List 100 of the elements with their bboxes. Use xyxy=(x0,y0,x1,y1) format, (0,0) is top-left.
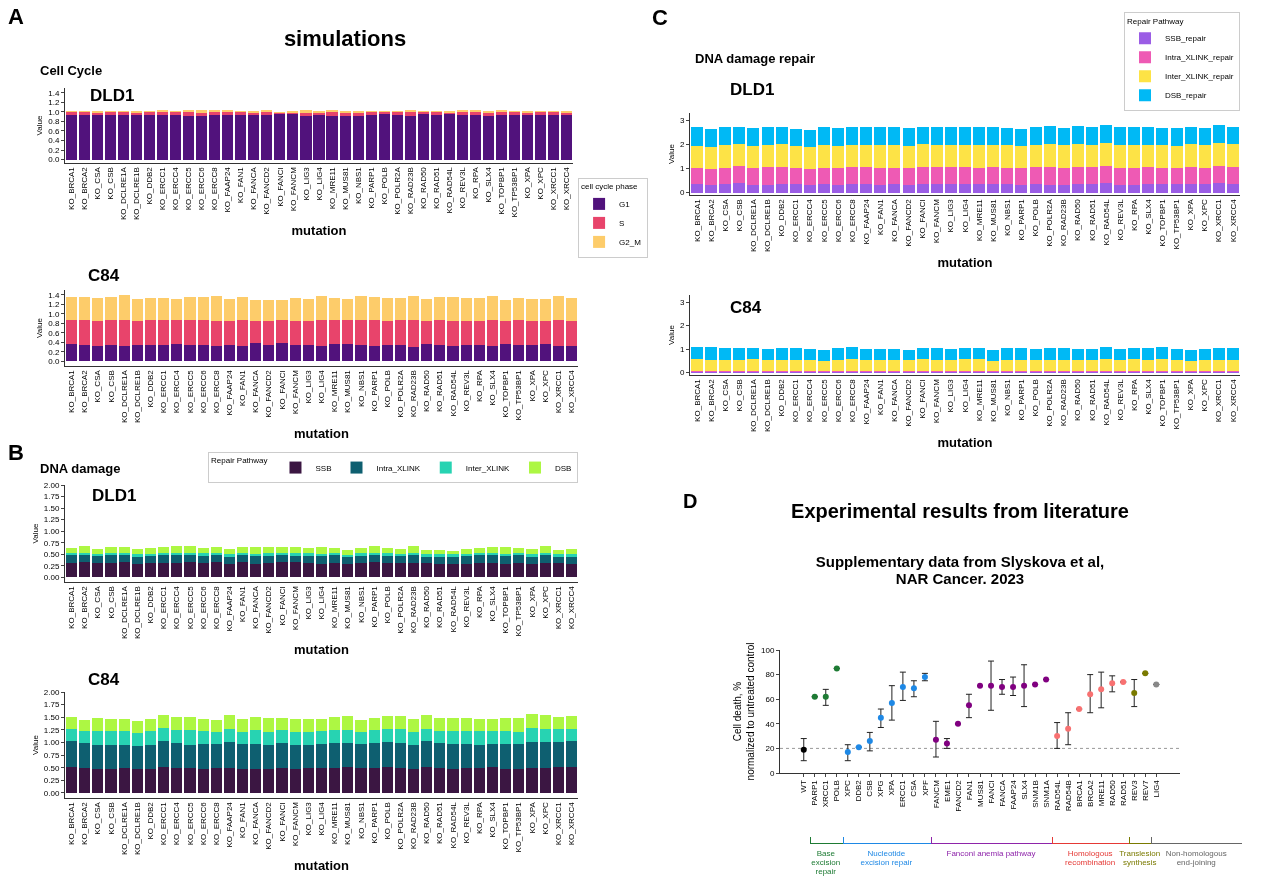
bar xyxy=(434,554,446,558)
bar xyxy=(184,344,196,362)
bar xyxy=(315,320,328,347)
y-tick-label: 1 xyxy=(679,164,685,174)
x-tick-label: KO_XRCC1 xyxy=(1214,198,1224,243)
bar xyxy=(105,115,117,160)
bar xyxy=(473,562,485,578)
bar xyxy=(144,115,156,160)
x-axis-title: mutation xyxy=(937,434,993,450)
bar xyxy=(973,127,986,146)
bar xyxy=(1156,128,1169,146)
bar xyxy=(500,769,512,793)
bar xyxy=(1100,143,1113,167)
x-tick-label: KO_DCLRE1A xyxy=(119,369,129,424)
x-tick-label: KO_RAD50 xyxy=(418,166,428,209)
bar xyxy=(565,767,578,793)
x-tick-label: KO_TOPBP1 xyxy=(501,801,511,850)
bar xyxy=(65,548,78,554)
bar xyxy=(447,731,459,744)
bar xyxy=(342,743,354,768)
bar xyxy=(469,115,481,160)
x-tick-label: KO_ERCC4 xyxy=(172,585,182,630)
x-tick-label: KO_FANCA xyxy=(890,198,900,242)
bar xyxy=(789,128,802,147)
point xyxy=(844,749,851,756)
x-tick-label: KO_XRCC1 xyxy=(553,369,563,414)
bar xyxy=(223,344,236,362)
x-tick-label: KO_RPA xyxy=(1129,198,1139,232)
bar xyxy=(1057,145,1070,168)
bar xyxy=(944,126,957,145)
bar xyxy=(513,743,525,769)
bar xyxy=(719,145,732,168)
bar xyxy=(289,731,301,745)
x-tick-label: KO_XRCC1 xyxy=(549,166,559,211)
x-tick-label: KO_DCLRE1B xyxy=(763,199,773,253)
x-tick-label: KO_MRE11 xyxy=(330,369,340,413)
bar xyxy=(447,321,459,347)
bar xyxy=(250,320,262,344)
x-tick-label: KO_POLB xyxy=(382,802,392,840)
bar xyxy=(394,320,407,345)
bar xyxy=(486,767,499,793)
bar xyxy=(832,145,845,169)
x-tick-label: KO_REV3L xyxy=(461,369,471,412)
text: DLD1 xyxy=(730,80,775,100)
x-tick-label: KO_NBS1 xyxy=(356,369,366,408)
bar xyxy=(775,126,788,145)
x-tick-label: KO_XRCC4 xyxy=(567,801,577,846)
bar xyxy=(874,145,887,168)
bar xyxy=(250,299,262,321)
x-tick-label: KO_CSA xyxy=(93,801,103,835)
bar xyxy=(1142,127,1155,145)
bar xyxy=(1071,359,1084,372)
bar xyxy=(407,744,420,769)
bar xyxy=(158,714,170,729)
bar xyxy=(236,562,249,578)
x-tick-label: KO_XPA xyxy=(1186,198,1196,231)
bar xyxy=(513,768,525,793)
y-tick-label: 0.4 xyxy=(48,338,60,348)
x-tick-label: KO_FANCA xyxy=(249,166,259,210)
bar xyxy=(1226,126,1239,145)
y-tick-label: 1.50 xyxy=(43,713,60,723)
x-tick-label: BRCA1 xyxy=(1074,779,1084,807)
bar xyxy=(447,743,459,769)
x-tick-label: KO_TOPBP1 xyxy=(501,585,511,634)
bar xyxy=(1043,125,1056,145)
bar xyxy=(274,114,286,160)
bar xyxy=(417,114,429,160)
bar xyxy=(447,563,459,578)
bar xyxy=(355,295,367,320)
bar xyxy=(526,344,538,362)
bar xyxy=(860,144,873,168)
x-tick-label: KO_PARP1 xyxy=(369,585,379,628)
bar xyxy=(394,298,407,321)
bar xyxy=(473,744,485,769)
legend-title: Repair Pathway xyxy=(1127,16,1184,26)
bar xyxy=(500,563,512,578)
bar xyxy=(916,359,929,372)
x-tick-label: KO_XRCC4 xyxy=(567,585,577,630)
x-tick-label: KO_LIG4 xyxy=(314,166,324,201)
bar xyxy=(521,114,533,160)
text: D xyxy=(683,490,698,513)
chart-subtitle: Supplementary data from Slyskova et al, NAR Cancer. 2023 xyxy=(814,553,1106,588)
bar xyxy=(355,547,367,554)
x-tick-label: KO_PARP1 xyxy=(1017,198,1027,241)
x-tick-label: KO_FAAP24 xyxy=(225,585,235,632)
x-tick-label: KO_FAN1 xyxy=(875,378,885,416)
bar xyxy=(381,553,393,556)
y-axis-title: Value xyxy=(666,324,676,345)
bar xyxy=(789,359,802,372)
y-axis-title: Value xyxy=(666,143,676,164)
x-tick-label: KO_BRCA2 xyxy=(706,198,716,242)
x-tick-label: KO_ERCC6 xyxy=(833,378,843,423)
bar xyxy=(513,718,525,732)
bar xyxy=(434,730,446,744)
x-tick-label: KO_FAAP24 xyxy=(225,801,235,848)
bar xyxy=(315,547,328,555)
x-tick-label: KO_BRCA1 xyxy=(67,369,77,413)
bar xyxy=(500,546,512,555)
bar xyxy=(144,731,157,745)
bar xyxy=(171,298,183,321)
